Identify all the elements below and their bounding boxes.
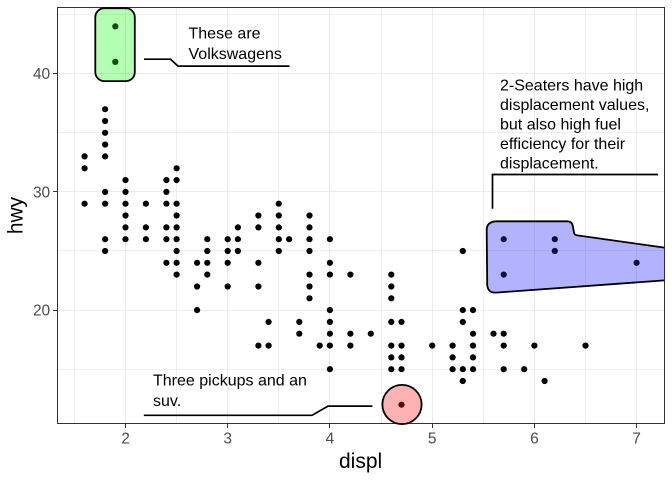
svg-text:but also high fuel: but also high fuel xyxy=(500,116,621,133)
svg-text:7: 7 xyxy=(632,431,641,448)
svg-text:30: 30 xyxy=(33,184,51,201)
svg-text:5: 5 xyxy=(428,431,437,448)
svg-text:2: 2 xyxy=(121,431,130,448)
svg-text:2-Seaters have high: 2-Seaters have high xyxy=(500,77,643,94)
svg-text:suv.: suv. xyxy=(153,393,181,410)
svg-text:4: 4 xyxy=(326,431,335,448)
svg-text:40: 40 xyxy=(33,66,51,83)
svg-text:20: 20 xyxy=(33,303,51,320)
svg-text:efficiency for their: efficiency for their xyxy=(500,136,626,153)
svg-text:displacement.: displacement. xyxy=(500,155,599,172)
svg-text:hwy: hwy xyxy=(5,196,28,234)
svg-text:displ: displ xyxy=(339,450,382,473)
svg-text:Three pickups and an: Three pickups and an xyxy=(153,372,307,389)
svg-text:3: 3 xyxy=(223,431,232,448)
svg-text:These are: These are xyxy=(189,25,261,42)
svg-text:Volkswagens: Volkswagens xyxy=(189,46,282,63)
svg-text:displacement values,: displacement values, xyxy=(500,97,649,114)
svg-text:6: 6 xyxy=(530,431,539,448)
